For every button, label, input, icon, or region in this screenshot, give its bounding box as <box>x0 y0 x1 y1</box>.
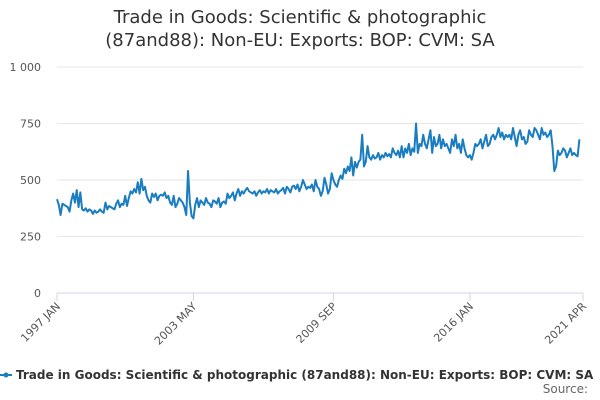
legend-label: Trade in Goods: Scientific & photographi… <box>16 368 594 382</box>
data-line <box>56 122 581 220</box>
x-tick-label: 2009 SEP <box>294 300 340 346</box>
y-tick-label: 0 <box>34 287 41 300</box>
x-tick-label: 2021 APR <box>542 300 589 347</box>
chart-title: Trade in Goods: Scientific & photographi… <box>105 7 495 51</box>
source-label: Source: <box>543 382 588 396</box>
x-tick-label: 2016 JAN <box>431 300 476 345</box>
legend-marker <box>3 372 9 378</box>
y-tick-label: 1 000 <box>10 61 42 74</box>
y-tick-label: 750 <box>20 118 41 131</box>
x-tick-label: 1997 JAN <box>18 300 63 345</box>
y-tick-label: 500 <box>20 174 41 187</box>
x-tick-label: 2003 MAY <box>152 300 200 348</box>
y-tick-label: 250 <box>20 231 41 244</box>
